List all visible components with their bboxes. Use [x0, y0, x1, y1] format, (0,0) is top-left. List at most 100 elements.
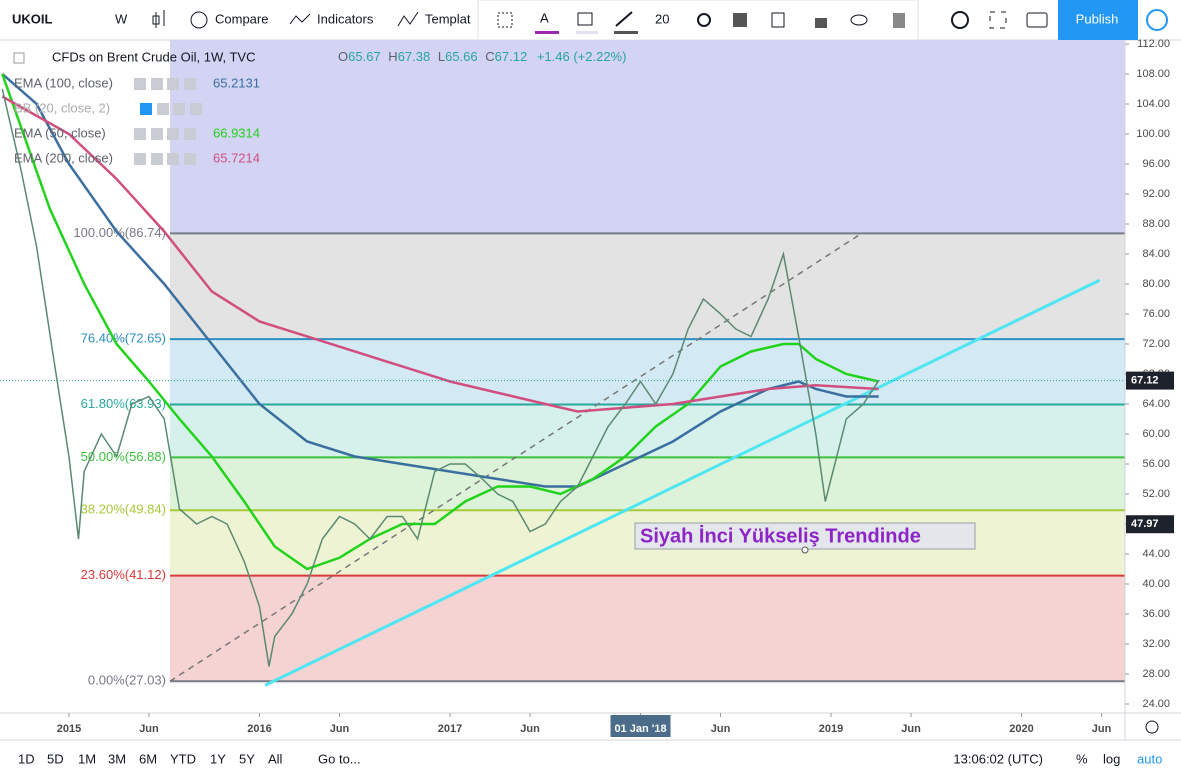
y-tick-label: 56.00 [1142, 458, 1170, 470]
scale-button[interactable]: auto [1137, 751, 1162, 766]
indicator-control[interactable] [134, 128, 146, 140]
fib-band [169, 575, 1125, 682]
indicator-name: EMA (100, close) [14, 75, 113, 90]
bottom-bar: 1D 5D 1M 3M 6M YTD 1Y 5Y All Go to... 13:06:02 (UT… [18, 751, 1162, 766]
select-icon[interactable] [497, 12, 513, 28]
indicators-icon[interactable] [289, 13, 311, 25]
delete-icon[interactable] [893, 13, 905, 28]
goto-button[interactable]: Go to... [318, 751, 361, 766]
hide-icon[interactable] [850, 14, 868, 26]
x-tick-label: 2016 [247, 723, 271, 735]
layer-icon[interactable] [733, 13, 747, 27]
price-tag [1126, 371, 1174, 390]
scale-button[interactable]: log [1103, 751, 1120, 766]
y-tick-label: 92.00 [1142, 188, 1170, 200]
indicator-control[interactable] [157, 103, 169, 115]
indicator-control[interactable] [190, 103, 202, 115]
compare-button[interactable]: Compare [215, 11, 268, 26]
clock: 13:06:02 (UTC) [953, 751, 1043, 766]
fib-label: 38.20%(49.84) [81, 502, 166, 517]
fib-label: 50.00%(56.88) [81, 449, 166, 464]
range-button[interactable]: 5D [47, 751, 64, 766]
range-button[interactable]: 3M [108, 751, 126, 766]
collapse-icon[interactable] [13, 52, 25, 64]
indicator-control[interactable] [184, 78, 196, 90]
annotation-box[interactable] [634, 522, 976, 550]
ohlc-label: L [438, 49, 445, 64]
y-tick-label: 44.00 [1142, 548, 1170, 560]
indicator-control[interactable] [167, 153, 179, 165]
x-tick-label: Jun [711, 723, 731, 735]
indicator-control[interactable] [140, 103, 152, 115]
y-tick-label: 108.00 [1136, 68, 1170, 80]
indicator-control[interactable] [167, 78, 179, 90]
indicators-button[interactable]: Indicators [317, 11, 374, 26]
templates-icon[interactable] [397, 11, 419, 27]
indicator-control[interactable] [134, 153, 146, 165]
x-tick-label: 2015 [57, 723, 81, 735]
play-icon[interactable] [1146, 9, 1168, 31]
y-tick-label: 104.00 [1136, 98, 1170, 110]
indicator-control[interactable] [151, 153, 163, 165]
ohlc-label: C [485, 49, 494, 64]
line-icon[interactable] [615, 11, 633, 27]
price-tag-label: 67.12 [1131, 374, 1159, 386]
range-button[interactable]: 6M [139, 751, 157, 766]
compare-icon[interactable] [190, 11, 208, 29]
fib-band [169, 233, 1125, 340]
indicator-name: EMA (50, close) [14, 125, 106, 140]
y-tick-label: 112.00 [1137, 38, 1170, 50]
lock-icon[interactable] [815, 18, 827, 28]
range-button[interactable]: 1Y [210, 751, 226, 766]
symbol[interactable]: UKOIL [12, 11, 53, 26]
indicator-control[interactable] [173, 103, 185, 115]
x-tick-label: 2019 [819, 723, 843, 735]
indicator-control[interactable] [184, 128, 196, 140]
indicator-control[interactable] [151, 128, 163, 140]
scale-button[interactable]: % [1076, 751, 1088, 766]
fill-icon[interactable] [577, 12, 593, 26]
indicator-control[interactable] [134, 78, 146, 90]
settings-icon[interactable] [697, 13, 711, 27]
y-tick-label: 84.00 [1142, 248, 1170, 260]
ohlc-value: 65.67 [348, 49, 381, 64]
range-button[interactable]: 1D [18, 751, 35, 766]
fib-label: 61.80%(63.93) [81, 396, 166, 411]
bar-style-icon[interactable] [152, 10, 165, 28]
publish-button[interactable]: Publish [1076, 11, 1119, 26]
range-button[interactable]: All [268, 751, 283, 766]
range-button[interactable]: 1M [78, 751, 96, 766]
interval[interactable]: W [115, 11, 128, 26]
chart-settings-icon[interactable] [951, 11, 969, 29]
x-tick-label: 2020 [1009, 723, 1033, 735]
indicator-line [1, 95, 879, 413]
ohlc: O65.67 H67.38 L65.66 C67.12 +1.46 (+2.22… [338, 49, 626, 64]
x-tick-label: Jun [901, 723, 921, 735]
clone-icon[interactable] [771, 12, 785, 28]
range-button[interactable]: YTD [170, 751, 196, 766]
y-tick-label: 28.00 [1142, 668, 1170, 680]
indicator-control[interactable] [167, 128, 179, 140]
snapshot-icon[interactable] [1026, 12, 1048, 28]
x-tick-label: Jun [330, 723, 350, 735]
publish-button-bg[interactable] [1058, 0, 1138, 40]
text-color-icon[interactable]: A [540, 10, 549, 25]
ohlc-label: O [338, 49, 348, 64]
x-tick-label: 01 Jan '18 [614, 723, 666, 735]
y-tick-label: 64.00 [1142, 398, 1170, 410]
indicator-control[interactable] [184, 153, 196, 165]
font-size[interactable]: 20 [655, 11, 669, 26]
trend-line [264, 278, 1101, 687]
indicator-control[interactable] [151, 78, 163, 90]
indicator-value: 65.2131 [213, 75, 260, 90]
x-tick-label: Jun [1092, 723, 1112, 735]
fill-swatch [576, 31, 598, 34]
fullscreen-icon[interactable] [989, 11, 1007, 29]
templates-button[interactable]: Templat [425, 11, 471, 26]
annotation-handle[interactable] [801, 546, 809, 554]
fib-label: 100.00%(86.74) [73, 225, 166, 240]
axis-settings-icon[interactable] [1145, 720, 1159, 734]
range-button[interactable]: 5Y [239, 751, 255, 766]
crosshair-time-box [610, 715, 671, 737]
